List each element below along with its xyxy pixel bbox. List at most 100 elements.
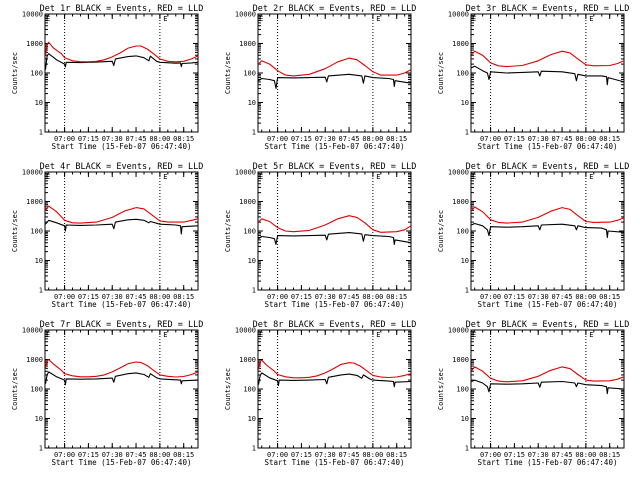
axes-frame	[470, 13, 625, 133]
x-axis-label: Start Time (15-Feb-07 06:47:40)	[478, 300, 618, 309]
x-tick-label: 07:45	[339, 451, 360, 459]
x-tick-label: 07:15	[78, 293, 99, 301]
y-tick-label: 100	[456, 228, 469, 236]
y-tick-label: 1000	[239, 40, 256, 48]
x-tick-label: 07:30	[102, 135, 123, 143]
y-tick-label: 100	[456, 70, 469, 78]
y-tick-label: 10	[35, 415, 43, 423]
marker-label-e: E	[163, 15, 167, 23]
y-tick-label: 10000	[22, 11, 43, 19]
x-tick-label: 08:00	[149, 135, 170, 143]
y-tick-label: 10000	[448, 169, 469, 177]
y-tick-label: 1000	[239, 356, 256, 364]
y-axis-label: Counts/sec	[224, 210, 232, 252]
x-axis-label: Start Time (15-Feb-07 06:47:40)	[52, 142, 192, 151]
x-tick-label: 08:00	[575, 451, 596, 459]
panel-det-8: Det 8r BLACK = Events, RED = LLD 1 10 100 10…	[224, 320, 416, 467]
y-tick-label: 10	[461, 415, 469, 423]
marker-label-e: E	[46, 15, 50, 23]
x-tick-label: 07:00	[54, 451, 75, 459]
panel-det-3: Det 3r BLACK = Events, RED = LLD 1 10 100 10…	[437, 4, 629, 151]
y-tick-label: 10	[248, 415, 256, 423]
panel-det-7: Det 7r BLACK = Events, RED = LLD 1 10 100 10…	[11, 320, 203, 467]
x-tick-label: 07:00	[267, 293, 288, 301]
series-line-events	[44, 53, 199, 70]
x-axis-label: Start Time (15-Feb-07 06:47:40)	[478, 458, 618, 467]
marker-label-e: E	[163, 331, 167, 339]
y-axis-label: Counts/sec	[224, 52, 232, 94]
x-tick-label: 07:30	[102, 451, 123, 459]
x-tick-label: 07:45	[126, 451, 147, 459]
x-tick-label: 07:15	[291, 135, 312, 143]
panel-title: Det 2r BLACK = Events, RED = LLD	[253, 4, 417, 14]
y-tick-label: 10	[35, 99, 43, 107]
series-line-events	[45, 218, 199, 235]
series-line-lld	[45, 205, 199, 224]
panel-det-2: Det 2r BLACK = Events, RED = LLD 1 10 100 10…	[224, 4, 416, 151]
panel-title: Det 9r BLACK = Events, RED = LLD	[466, 320, 630, 330]
y-tick-label: 1	[39, 287, 43, 295]
x-tick-label: 07:00	[54, 293, 75, 301]
x-tick-label: 07:15	[78, 451, 99, 459]
y-axis-label: Counts/sec	[224, 368, 232, 410]
x-tick-label: 08:00	[362, 135, 383, 143]
y-tick-label: 10000	[22, 327, 43, 335]
x-tick-label: 08:00	[149, 293, 170, 301]
x-tick-label: 08:15	[599, 135, 620, 143]
y-tick-label: 100	[30, 70, 43, 78]
y-tick-label: 10000	[235, 11, 256, 19]
x-tick-label: 07:30	[315, 451, 336, 459]
marker-label-e: E	[259, 331, 263, 339]
axes-frame	[44, 171, 199, 291]
panel-title: Det 4r BLACK = Events, RED = LLD	[40, 162, 204, 172]
panel-title: Det 6r BLACK = Events, RED = LLD	[466, 162, 630, 172]
x-tick-label: 08:15	[173, 293, 194, 301]
axes-frame	[470, 171, 625, 291]
series-line-events	[258, 73, 412, 89]
x-axis-label: Start Time (15-Feb-07 06:47:40)	[52, 458, 192, 467]
series-line-lld	[471, 206, 625, 224]
x-tick-label: 08:00	[362, 293, 383, 301]
x-tick-label: 07:45	[552, 293, 573, 301]
axes-frame	[44, 329, 199, 449]
marker-label-e: E	[472, 331, 476, 339]
x-tick-label: 07:30	[528, 293, 549, 301]
x-axis-label: Start Time (15-Feb-07 06:47:40)	[52, 300, 192, 309]
y-axis-label: Counts/sec	[11, 368, 19, 410]
marker-label-e: E	[46, 331, 50, 339]
x-tick-label: 08:15	[386, 135, 407, 143]
x-tick-label: 07:45	[126, 293, 147, 301]
x-axis-label: Start Time (15-Feb-07 06:47:40)	[265, 142, 405, 151]
series-line-lld	[257, 359, 412, 379]
axes-frame	[470, 329, 625, 449]
panel-det-1: Det 1r BLACK = Events, RED = LLD 1 10 100 10…	[11, 4, 203, 151]
x-axis-label: Start Time (15-Feb-07 06:47:40)	[265, 300, 405, 309]
marker-label-e: E	[589, 15, 593, 23]
series-line-lld	[471, 366, 625, 383]
y-tick-label: 1	[39, 445, 43, 453]
x-axis-label: Start Time (15-Feb-07 06:47:40)	[265, 458, 405, 467]
x-tick-label: 07:00	[54, 135, 75, 143]
marker-label-e: E	[259, 173, 263, 181]
x-tick-label: 08:15	[386, 293, 407, 301]
panel-title: Det 5r BLACK = Events, RED = LLD	[253, 162, 417, 172]
x-tick-label: 08:15	[386, 451, 407, 459]
series-line-events	[471, 379, 625, 395]
panel-det-5: Det 5r BLACK = Events, RED = LLD 1 10 100 10…	[224, 162, 416, 309]
series-line-lld	[44, 358, 199, 378]
x-tick-label: 07:45	[339, 293, 360, 301]
x-tick-label: 08:15	[599, 451, 620, 459]
y-tick-label: 100	[456, 386, 469, 394]
marker-label-e: E	[376, 15, 380, 23]
x-tick-label: 08:00	[575, 135, 596, 143]
y-tick-label: 100	[243, 228, 256, 236]
panel-title: Det 7r BLACK = Events, RED = LLD	[40, 320, 204, 330]
y-tick-label: 100	[30, 386, 43, 394]
series-line-lld	[44, 41, 199, 63]
x-tick-label: 07:45	[552, 135, 573, 143]
axes-frame	[257, 171, 412, 291]
series-line-lld	[258, 57, 412, 77]
y-axis-label: Counts/sec	[437, 210, 445, 252]
y-tick-label: 1000	[26, 356, 43, 364]
